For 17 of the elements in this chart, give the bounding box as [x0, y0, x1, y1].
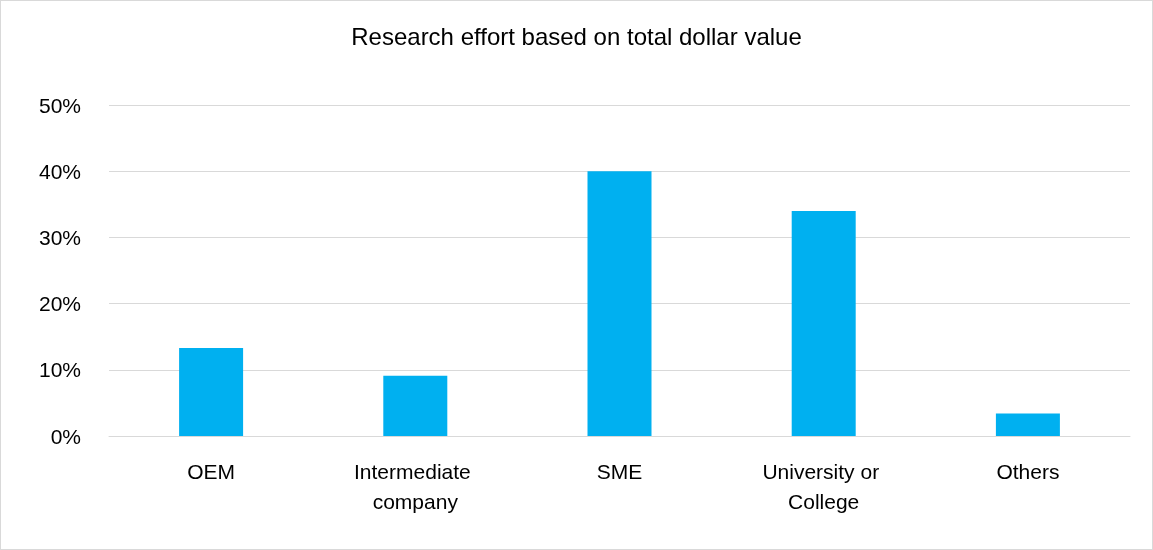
- x-tick-label: SME: [596, 459, 643, 483]
- bar: [383, 375, 448, 436]
- y-tick-label: 30%: [38, 225, 81, 249]
- y-tick-label: 0%: [50, 424, 81, 448]
- bar: [791, 210, 856, 436]
- y-tick-label: 10%: [38, 358, 81, 382]
- x-tick-label: Intermediate company: [354, 459, 477, 513]
- x-tick-label: University or College: [762, 459, 885, 513]
- chart-title: Research effort based on total dollar value: [351, 22, 802, 50]
- x-tick-label: OEM: [187, 459, 236, 483]
- bar: [995, 413, 1060, 436]
- bar: [587, 171, 652, 436]
- y-tick-label: 20%: [38, 292, 81, 316]
- x-tick-label: Others: [996, 459, 1060, 483]
- bar: [179, 347, 244, 436]
- y-tick-label: 50%: [38, 93, 81, 117]
- y-tick-label: 40%: [38, 159, 81, 183]
